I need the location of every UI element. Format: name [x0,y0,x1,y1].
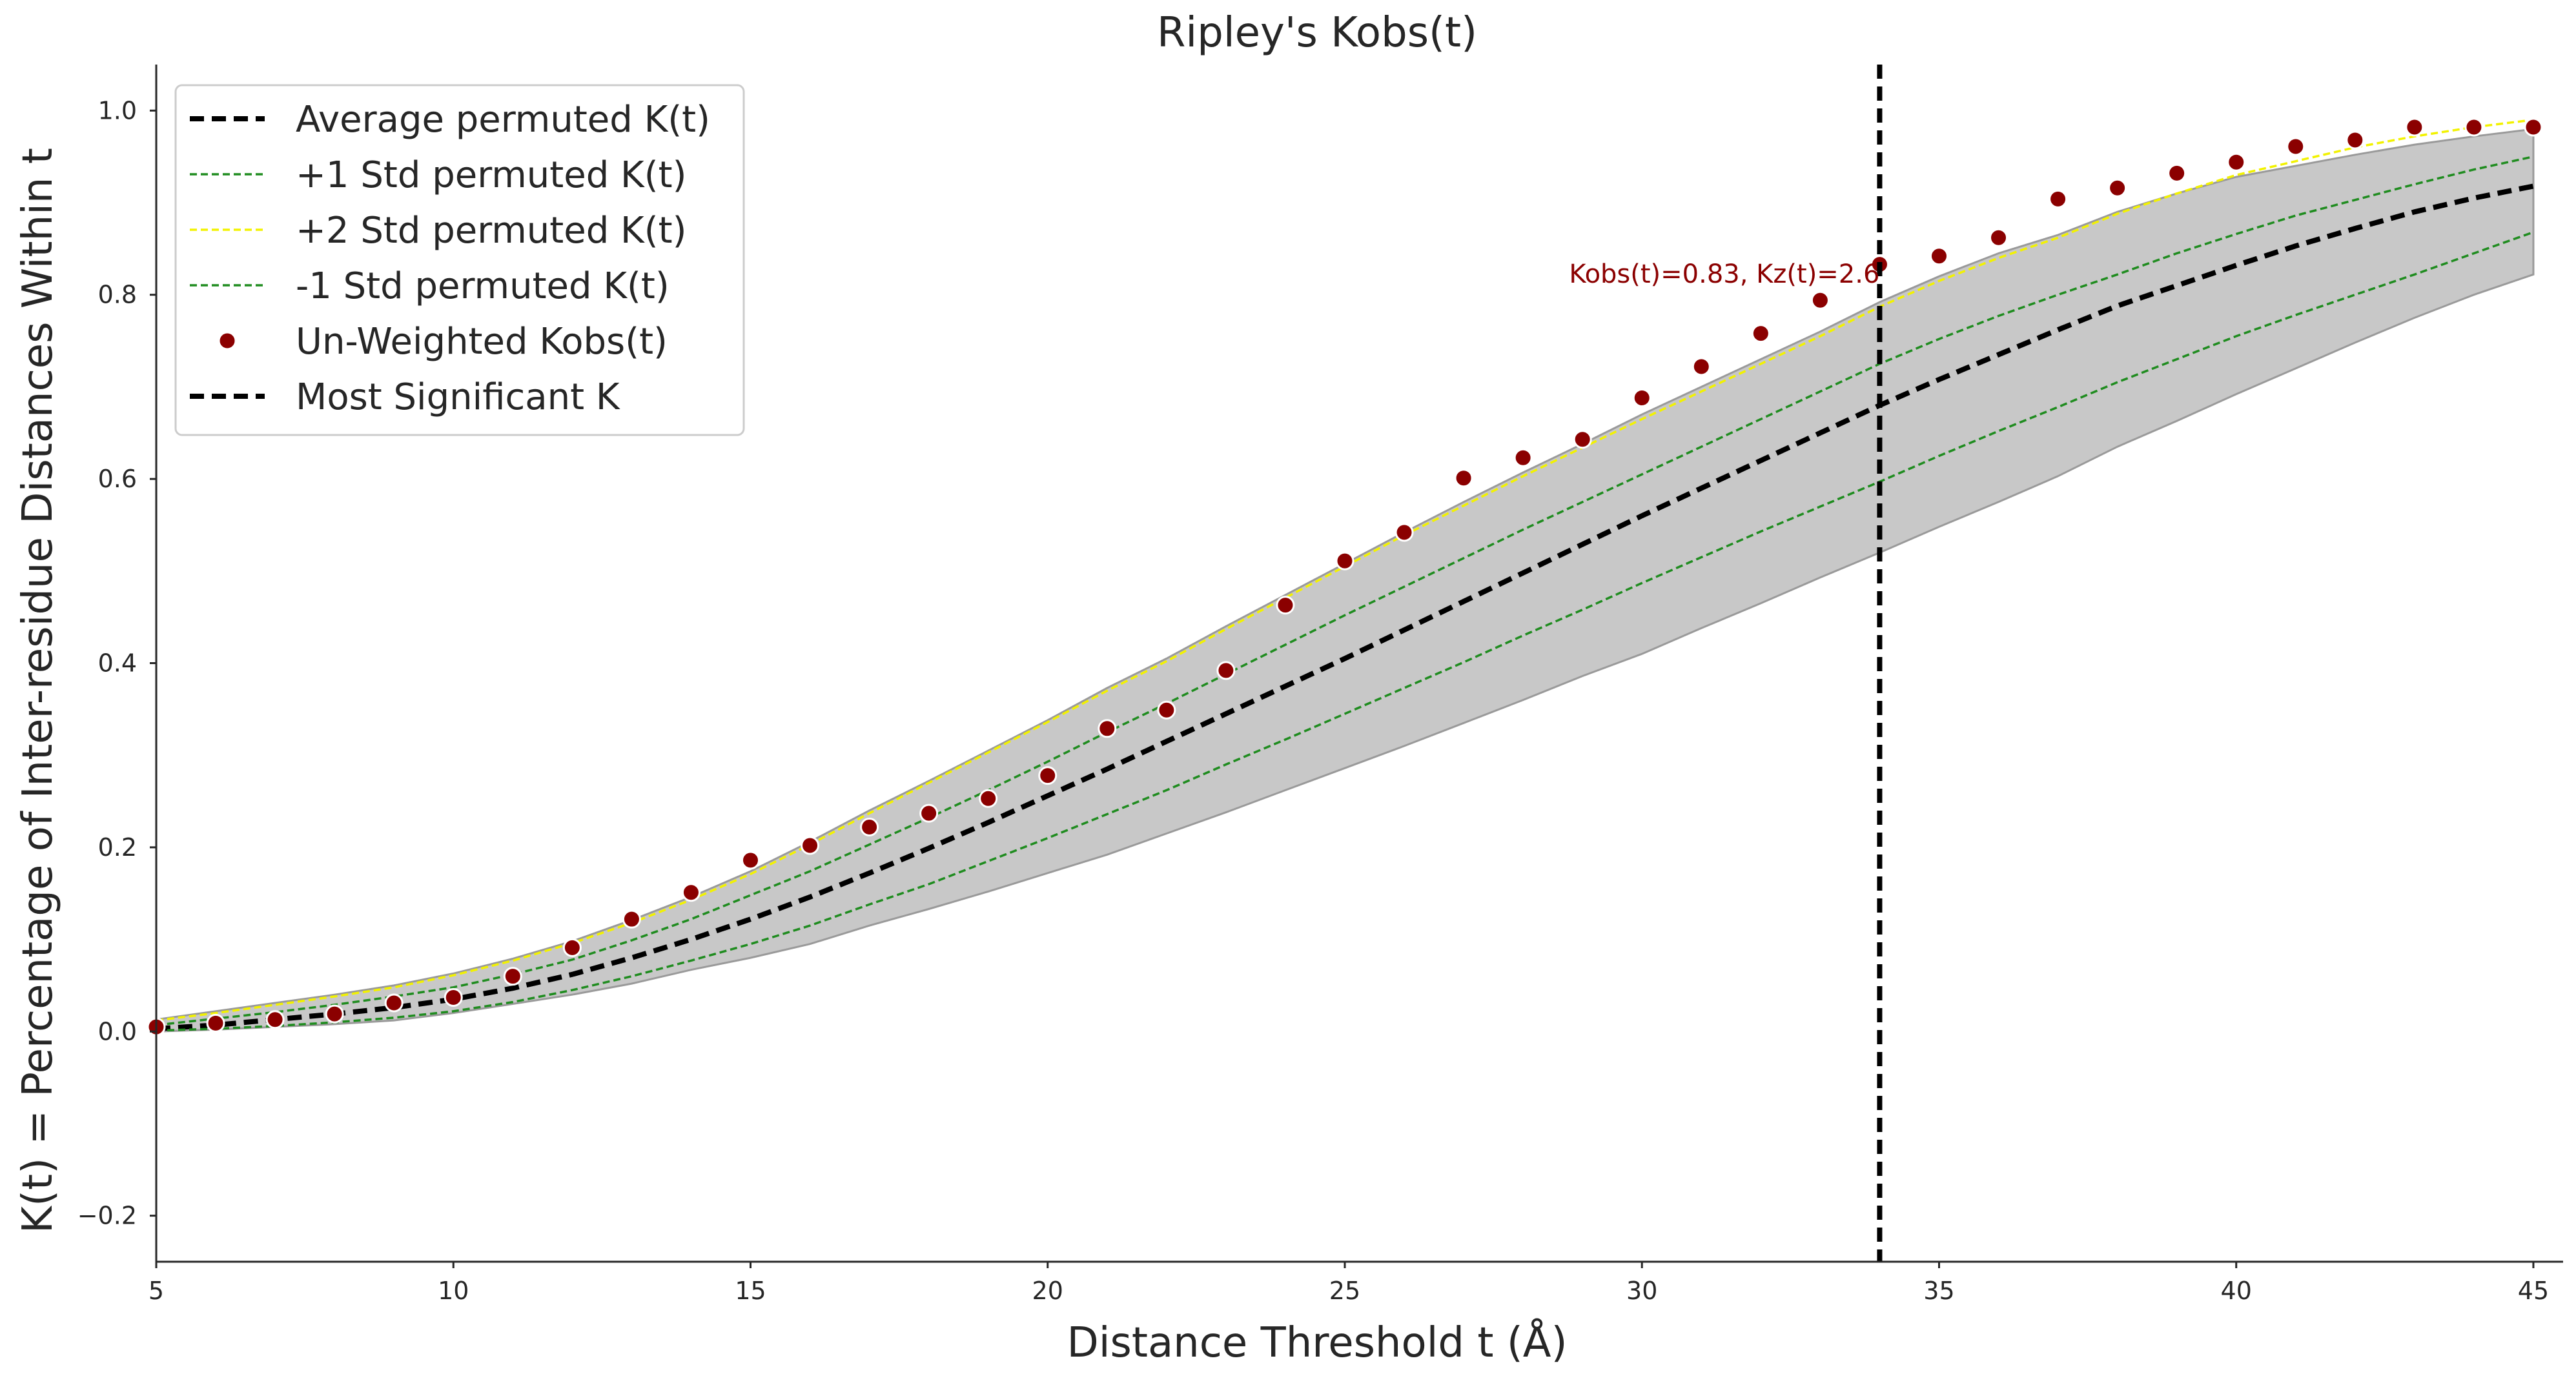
data-point [681,883,700,902]
data-point [206,1013,225,1033]
y-tick-label: 0.2 [98,833,137,862]
data-point [2524,117,2543,137]
significance-annotation: Kobs(t)=0.83, Kz(t)=2.6 [1569,259,1879,289]
data-point [444,987,463,1007]
data-point [1098,719,1117,738]
x-tick-label: 30 [1626,1277,1657,1305]
x-tick-label: 40 [2221,1277,2252,1305]
data-point [1810,290,1830,310]
data-point [2049,189,2068,208]
legend-item-2-std-permuted-k-t: +2 Std permuted K(t) [190,210,686,252]
data-point [1751,324,1770,343]
data-point [801,836,820,855]
legend-label: Average permuted K(t) [296,99,710,141]
x-tick-label: 45 [2518,1277,2549,1305]
data-point [979,789,998,808]
chart-title: Ripley's Kobs(t) [1157,9,1477,57]
x-tick-label: 35 [1923,1277,1954,1305]
data-point [1989,228,2009,247]
data-point [503,967,522,986]
data-point [1573,430,1592,449]
legend-label: Most Significant K [296,376,620,418]
plot-area: Kobs(t)=0.83, Kz(t)=2.6 [147,65,2543,1262]
legend: Average permuted K(t) +1 Std permuted K(t… [174,84,745,436]
x-tick-label: 5 [148,1277,164,1305]
data-point [2108,178,2127,197]
x-tick-label: 10 [438,1277,469,1305]
legend-label: +1 Std permuted K(t) [296,154,686,196]
x-axis-label: Distance Threshold t (Å) [1067,1318,1567,1367]
data-point [2286,137,2305,156]
legend-label: +2 Std permuted K(t) [296,210,686,252]
data-point [1632,389,1651,408]
y-tick-label: 1.0 [98,96,137,125]
data-point [860,817,879,836]
legend-label: -1 Std permuted K(t) [296,265,670,307]
series-1-std-permuted-k-t [156,155,2534,1027]
data-point [2346,130,2365,150]
data-point [325,1004,344,1024]
legend-item-average-permuted-k-t: Average permuted K(t) [190,99,710,141]
legend-item-un-weighted-kobs-t: Un-Weighted Kobs(t) [218,321,668,363]
series-un-weighted-kobs-t [147,117,2543,1036]
data-point [1157,700,1176,720]
series-1-std-permuted-k-t [156,231,2534,1032]
data-point [562,938,582,957]
data-point [1395,523,1414,542]
data-point [1276,596,1295,615]
data-point [1929,247,1948,266]
y-tick-label: 0.0 [98,1017,137,1046]
series-average-permuted-k-t [156,183,2534,1031]
data-point [622,909,641,929]
data-point [384,993,404,1013]
legend-item-1-std-permuted-k-t: -1 Std permuted K(t) [190,265,670,307]
data-point [919,804,939,823]
data-point [2464,117,2484,137]
y-axis-label: K(t) = Percentage of Inter-residue Dista… [14,148,62,1233]
legend-item-1-std-permuted-k-t: +1 Std permuted K(t) [190,154,686,196]
y-tick-label: −0.2 [77,1202,137,1230]
data-point [1038,766,1058,785]
y-tick-label: 0.8 [98,281,137,309]
std-band [155,128,2535,1033]
data-point [1454,469,1473,488]
data-point [2167,163,2187,183]
legend-box [174,84,745,436]
x-tick-label: 20 [1032,1277,1063,1305]
axes: 5 10 15 20 25 30 35 40 45 −0.2 0.0 0.2 0.4 0.6 0.8 1.0 [77,65,2563,1305]
legend-label: Un-Weighted Kobs(t) [296,321,668,363]
data-point [1513,448,1533,467]
data-point [1216,661,1236,680]
data-point [2405,117,2424,137]
data-point [1335,551,1354,571]
x-tick-label: 15 [735,1277,766,1305]
data-point [265,1010,285,1029]
data-point [2227,152,2246,172]
data-point [741,851,760,870]
x-tick-label: 25 [1329,1277,1360,1305]
y-tick-label: 0.6 [98,465,137,493]
legend-item-most-significant-k: Most Significant K [190,376,620,418]
data-point [1692,357,1711,376]
legend-marker [218,331,237,350]
y-tick-label: 0.4 [98,649,137,678]
